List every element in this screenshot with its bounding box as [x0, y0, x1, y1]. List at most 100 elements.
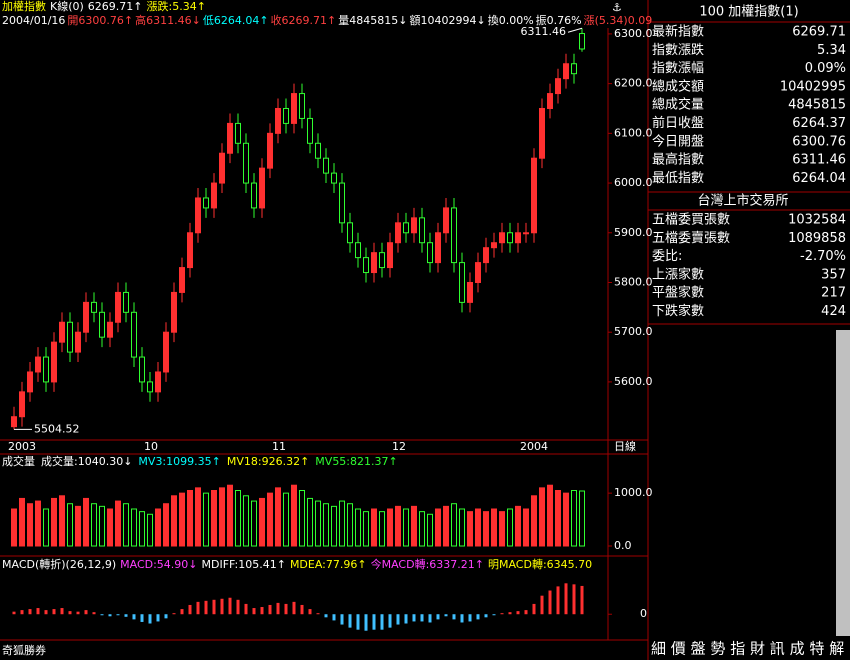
volume-bar: [251, 500, 257, 547]
candle-body: [123, 291, 129, 313]
header-item: 明MACD轉:6345.70: [488, 558, 592, 571]
tab[interactable]: 細: [651, 640, 666, 658]
candle-body: [387, 242, 393, 269]
volume-bar: [563, 492, 569, 547]
volume-bar: [299, 490, 305, 547]
volume-bar: [291, 484, 297, 547]
quote-label: 平盤家數: [652, 285, 704, 301]
tab[interactable]: 勢: [710, 640, 725, 658]
tab[interactable]: 財: [750, 640, 765, 658]
volume-bar: [315, 500, 321, 547]
header-item: 額10402994↓: [410, 14, 486, 27]
candle-body: [107, 321, 113, 338]
quote-value: 5.34: [817, 43, 846, 58]
quote-value: 1032584: [788, 213, 846, 228]
annotation-line: [567, 27, 583, 33]
candle-body: [571, 63, 577, 75]
candle-body: [115, 291, 121, 323]
candle-body: [515, 232, 521, 244]
candle-body: [427, 242, 433, 264]
volume-bar: [203, 492, 209, 547]
volume-bar: [179, 492, 185, 547]
quote-value: 6264.04: [792, 171, 846, 186]
candle-body: [531, 157, 537, 234]
volume-bar: [347, 503, 353, 547]
y-tick-label: 6200.0: [614, 77, 653, 90]
candle-body: [331, 172, 337, 184]
volume-bar: [443, 505, 449, 547]
y-tick-label: 1000.0: [614, 486, 653, 499]
quote-label: 總成交額: [652, 78, 704, 94]
y-tick-label: 6100.0: [614, 126, 653, 139]
quote-panel: 100 加權指數(1) 台灣上市交易所 最新指數 6269.71 指數漲跌 5.34 指…: [652, 5, 846, 320]
quote-value: 6311.46: [792, 153, 846, 168]
quote-value: 6264.37: [792, 116, 846, 131]
volume-bar: [11, 508, 17, 547]
volume-bar: [187, 490, 193, 547]
tab[interactable]: 訊: [770, 640, 785, 658]
volume-bar: [115, 500, 121, 547]
volume-bar: [163, 503, 169, 547]
candle-body: [443, 207, 449, 234]
volume-bar: [459, 508, 465, 547]
candle-body: [491, 242, 497, 249]
volume-bar: [267, 492, 273, 547]
header-item: MV55:821.37↑: [315, 455, 397, 468]
candle-body: [267, 132, 273, 169]
volume-bar: [59, 495, 65, 547]
quote-value: 424: [821, 304, 846, 319]
tab[interactable]: 盤: [691, 640, 706, 658]
tab[interactable]: 成: [790, 640, 805, 658]
quote-value: 1089858: [788, 231, 846, 246]
quote-label: 五檔委買張數: [652, 213, 730, 228]
candle-body: [539, 107, 545, 159]
header-item: 今MACD轉:6337.21↑: [371, 557, 484, 571]
tab[interactable]: 解: [829, 640, 844, 658]
header-item: K線(0): [50, 0, 84, 13]
volume-bar: [411, 505, 417, 547]
volume-bar: [139, 511, 145, 547]
volume-bar: [355, 508, 361, 547]
tab[interactable]: 價: [671, 640, 686, 658]
y-tick-label: 5600.0: [614, 375, 653, 388]
exchange-title: 台灣上市交易所: [697, 193, 788, 209]
volume-bar: [387, 508, 393, 547]
candle-body: [355, 242, 361, 259]
volume-bar: [547, 484, 553, 547]
tab[interactable]: 特: [809, 640, 824, 658]
candle-body: [43, 356, 49, 383]
candle-body: [563, 63, 569, 80]
volume-bar: [171, 495, 177, 547]
volume-bar: [283, 492, 289, 547]
header-item: 成交量: [2, 454, 35, 468]
candle-body: [35, 356, 41, 373]
low-label: 5504.52: [34, 422, 80, 435]
candle-body: [163, 331, 169, 373]
quote-label: 指數漲跌: [652, 42, 704, 58]
volume-bar: [363, 511, 369, 547]
tab[interactable]: 指: [730, 640, 745, 658]
footer: 奇狐勝券: [2, 643, 46, 657]
volume-bar: [395, 505, 401, 547]
y-tick-label: 5800.0: [614, 275, 653, 288]
quote-value: 6300.76: [792, 134, 846, 149]
candle-body: [499, 232, 505, 244]
scrollbar[interactable]: [836, 330, 850, 636]
volume-bar: [539, 487, 545, 547]
candle-body: [379, 252, 385, 269]
candle-body: [323, 157, 329, 174]
candle-body: [147, 381, 153, 393]
y-tick-label: 5900.0: [614, 226, 653, 239]
candle-body: [99, 311, 105, 338]
header-item: 開6300.76↑: [67, 14, 133, 27]
header-item: 加權指數: [2, 0, 46, 13]
x-tick-label: 12: [392, 440, 406, 453]
header-line: MACD(轉折)(26,12,9) MACD:54.90↓ MDIFF:105.41…: [2, 557, 592, 571]
volume-bar: [35, 500, 41, 547]
candle-body: [483, 247, 489, 264]
volume-bar: [491, 508, 497, 547]
header-line: 2004/01/16 開6300.76↑ 高6311.46↓ 低6264.04↑ 收62…: [2, 13, 652, 27]
